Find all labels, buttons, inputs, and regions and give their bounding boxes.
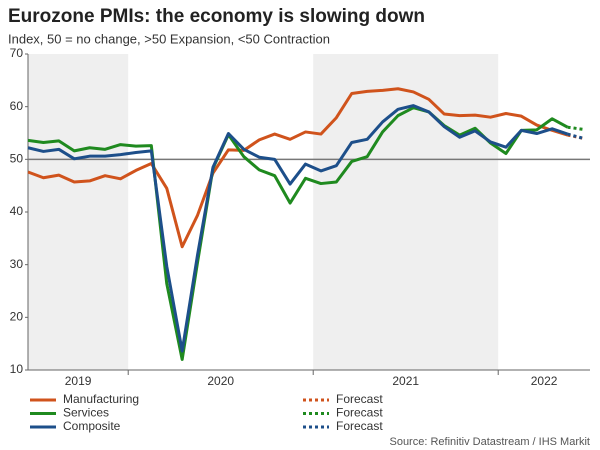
x-tick-label: 2019: [65, 374, 92, 388]
y-tick-label: 20: [10, 310, 24, 324]
x-tick-label: 2021: [392, 374, 419, 388]
y-tick-label: 30: [10, 257, 24, 271]
y-tick-label: 10: [10, 362, 24, 376]
chart-subtitle: Index, 50 = no change, >50 Expansion, <5…: [8, 31, 330, 46]
series-line: [27, 106, 569, 361]
x-tick-label: 2022: [531, 374, 558, 388]
source: Source: Refinitiv Datastream / IHS Marki…: [389, 436, 590, 448]
x-tick-label: 2020: [207, 374, 234, 388]
y-tick-label: 70: [10, 46, 24, 60]
series-line: [567, 125, 584, 131]
legend-label: Forecast: [336, 406, 383, 420]
legend-label: Forecast: [336, 392, 383, 406]
series-line: [27, 104, 569, 353]
legend-label: Composite: [63, 419, 121, 433]
series-line: [27, 87, 569, 249]
legend-label: Services: [63, 406, 109, 420]
y-tick-label: 40: [10, 204, 24, 218]
series-line: [567, 132, 584, 140]
legend-label: Forecast: [336, 419, 383, 433]
chart-title: Eurozone PMIs: the economy is slowing do…: [8, 6, 425, 27]
y-tick-label: 60: [10, 99, 24, 113]
year-band: [313, 54, 499, 370]
legend-label: Manufacturing: [63, 392, 139, 406]
y-tick-label: 50: [10, 152, 24, 166]
year-band: [28, 54, 129, 370]
